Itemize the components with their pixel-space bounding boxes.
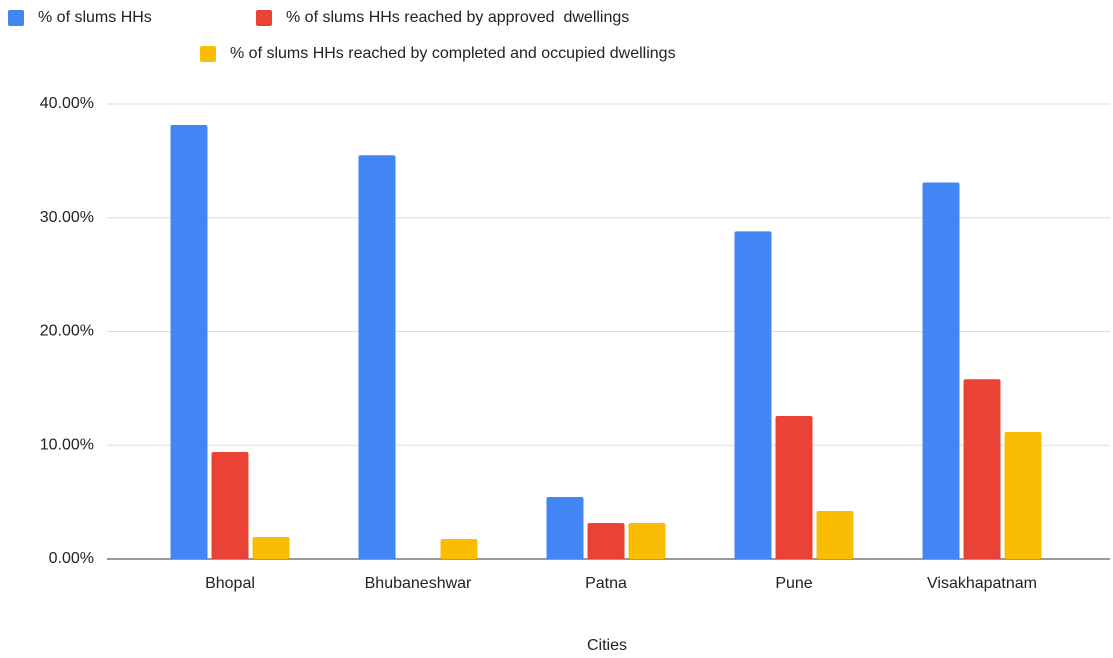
bar [358, 155, 396, 559]
bar [963, 379, 1001, 559]
legend-label: % of slums HHs reached by approved dwell… [286, 9, 629, 26]
y-tick-label: 20.00% [40, 323, 94, 340]
x-tick-label: Bhubaneshwar [365, 575, 472, 592]
legend-swatch [200, 46, 216, 62]
x-tick-label: Visakhapatnam [927, 575, 1037, 592]
legend-label: % of slums HHs [38, 9, 152, 26]
bar [587, 523, 625, 559]
legend-swatch [8, 10, 24, 26]
legend-swatch [256, 10, 272, 26]
bar [922, 182, 960, 560]
y-tick-label: 40.00% [40, 95, 94, 112]
x-tick-label: Pune [775, 575, 812, 592]
y-tick-label: 10.00% [40, 436, 94, 453]
bar [546, 497, 584, 559]
bar [734, 231, 772, 559]
x-tick-label: Bhopal [205, 575, 255, 592]
bar [628, 523, 666, 559]
x-axis-title: Cities [587, 637, 627, 654]
y-tick-label: 30.00% [40, 209, 94, 226]
bar [775, 416, 813, 559]
bar [252, 537, 290, 559]
bar [816, 510, 854, 559]
bar [1004, 432, 1042, 559]
bar [211, 451, 249, 559]
legend-label: % of slums HHs reached by completed and … [230, 45, 676, 62]
x-tick-label: Patna [585, 575, 627, 592]
bar [170, 125, 208, 559]
bar [440, 538, 478, 559]
y-tick-label: 0.00% [49, 550, 94, 567]
